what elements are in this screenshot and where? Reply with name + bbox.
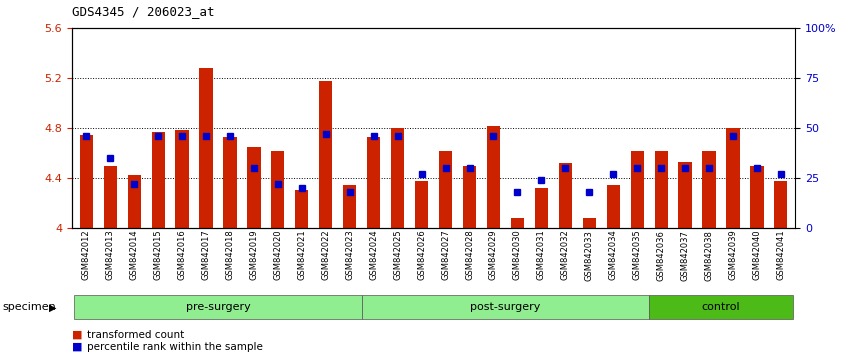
Bar: [367, 137, 381, 228]
Bar: [247, 147, 261, 228]
Bar: [223, 137, 237, 228]
Text: control: control: [701, 302, 740, 312]
Bar: [535, 188, 548, 228]
Bar: [439, 151, 452, 228]
Text: specimen: specimen: [3, 302, 57, 312]
Bar: [128, 175, 140, 228]
Bar: [463, 166, 476, 228]
Bar: [511, 218, 524, 228]
Text: ▶: ▶: [49, 302, 57, 312]
Bar: [486, 126, 500, 228]
Bar: [200, 68, 212, 228]
Text: pre-surgery: pre-surgery: [185, 302, 250, 312]
Bar: [272, 151, 284, 228]
Bar: [607, 184, 620, 228]
Bar: [702, 151, 716, 228]
Bar: [319, 81, 332, 228]
Text: post-surgery: post-surgery: [470, 302, 541, 312]
Bar: [175, 130, 189, 228]
Text: ■: ■: [72, 342, 82, 352]
Bar: [295, 190, 309, 228]
Bar: [80, 135, 93, 228]
Bar: [774, 181, 788, 228]
Text: transformed count: transformed count: [87, 330, 184, 339]
Bar: [391, 129, 404, 228]
Bar: [630, 151, 644, 228]
Text: ■: ■: [72, 330, 82, 339]
Bar: [558, 163, 572, 228]
Bar: [678, 162, 692, 228]
Bar: [415, 181, 428, 228]
Bar: [151, 132, 165, 228]
Bar: [343, 184, 356, 228]
Bar: [74, 295, 362, 319]
Bar: [583, 218, 596, 228]
Bar: [727, 129, 739, 228]
Bar: [104, 166, 117, 228]
Bar: [750, 166, 763, 228]
Text: GDS4345 / 206023_at: GDS4345 / 206023_at: [72, 5, 214, 18]
Text: percentile rank within the sample: percentile rank within the sample: [87, 342, 263, 352]
Bar: [649, 295, 793, 319]
Bar: [362, 295, 649, 319]
Bar: [655, 151, 667, 228]
